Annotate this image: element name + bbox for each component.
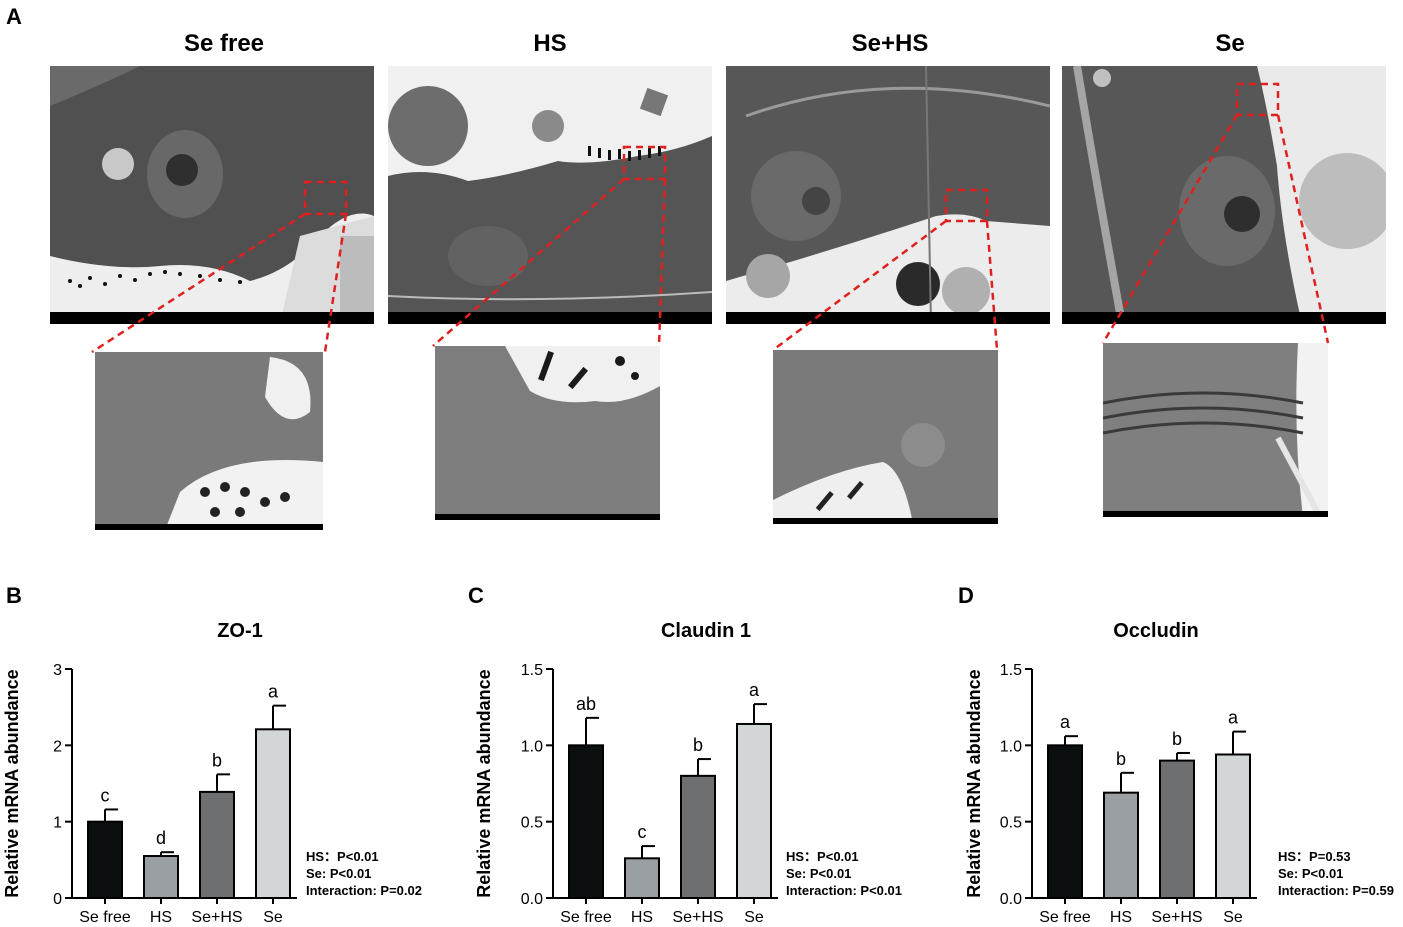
- chart-1-title: Claudin 1: [661, 620, 751, 642]
- tem-zoom-se-free: [95, 352, 323, 530]
- chart-1-letter-1: c: [638, 822, 647, 842]
- panel-letter-a: A: [6, 4, 22, 29]
- tem-title-se-free: Se free: [183, 30, 265, 57]
- chart-0-xtick-label-0: Se free: [79, 909, 131, 926]
- chart-0-letter-1: d: [156, 828, 166, 848]
- chart-2-xtick-label-3: Se: [1223, 909, 1243, 926]
- chart-1-stat-1: Se: P<0.01: [786, 866, 851, 881]
- chart-0-bar-1: [143, 855, 179, 899]
- chart-1-xtick-label-2: Se+HS: [672, 909, 723, 926]
- chart-1-ytick-label-0: 0.0: [521, 891, 543, 908]
- chart-2-title: Occludin: [1113, 620, 1199, 642]
- chart-2-bar-0: [1047, 744, 1083, 899]
- chart-0-ytick-label-1: 1: [53, 815, 62, 832]
- chart-1-stat-2: Interaction: P<0.01: [786, 883, 902, 898]
- chart-0-letter-0: c: [101, 785, 110, 805]
- chart-0-ytick-label-2: 2: [53, 738, 62, 755]
- tem-title-hs: HS: [533, 30, 567, 57]
- chart-1-xtick-label-3: Se: [744, 909, 764, 926]
- chart-0-bar-0: [87, 820, 123, 900]
- chart-0-xtick-label-1: HS: [150, 909, 172, 926]
- chart-2-xtick-label-1: HS: [1110, 909, 1132, 926]
- chart-0-bar-2: [199, 790, 235, 899]
- chart-2-stat-1: Se: P<0.01: [1278, 866, 1343, 881]
- chart-0-stat-2: Interaction: P=0.02: [306, 883, 422, 898]
- chart-2-xtick-label-0: Se free: [1039, 909, 1091, 926]
- chart-0-xtick-label-3: Se: [263, 909, 283, 926]
- chart-2-xtick-label-2: Se+HS: [1151, 909, 1202, 926]
- chart-2-stat-0: HS：P=0.53: [1278, 849, 1351, 864]
- tem-zoom-se: [1103, 343, 1328, 517]
- tem-zoom-hs: [435, 346, 660, 520]
- chart-1-ytick-label-1: 0.5: [521, 815, 543, 832]
- chart-2-bar-3: [1215, 753, 1251, 900]
- chart-1-xtick-label-0: Se free: [560, 909, 612, 926]
- chart-0-letter-3: a: [268, 682, 279, 702]
- panel-letter-c: C: [468, 583, 484, 608]
- chart-1-ytick-label-3: 1.5: [521, 662, 543, 679]
- chart-2-bar-1: [1103, 791, 1139, 899]
- chart-1-bar-3: [736, 722, 772, 900]
- chart-2-ytick-label-2: 1.0: [1000, 738, 1022, 755]
- chart-0-letter-2: b: [212, 750, 222, 770]
- chart-1-bar-0: [568, 744, 604, 899]
- panel-letter-d: D: [958, 583, 974, 608]
- chart-1-letter-2: b: [693, 735, 703, 755]
- chart-1-xtick-label-1: HS: [631, 909, 653, 926]
- chart-2-bar-2: [1159, 759, 1195, 899]
- chart-1-bar-1: [624, 857, 660, 899]
- chart-2-ytick-label-1: 0.5: [1000, 815, 1022, 832]
- chart-0-ylabel: Relative mRNA abundance: [2, 669, 22, 897]
- chart-0-bar-3: [255, 728, 291, 900]
- chart-1-bar-2: [680, 774, 716, 899]
- chart-1-stat-0: HS：P<0.01: [786, 849, 859, 864]
- panel-letter-b: B: [6, 583, 22, 608]
- chart-2-letter-3: a: [1228, 708, 1239, 728]
- chart-2-ytick-label-3: 1.5: [1000, 662, 1022, 679]
- tem-title-se-hs: Se+HS: [851, 30, 929, 57]
- chart-1-letter-3: a: [749, 680, 760, 700]
- chart-0-ytick-label-3: 3: [53, 662, 62, 679]
- chart-2-ytick-label-0: 0.0: [1000, 891, 1022, 908]
- chart-1-ylabel: Relative mRNA abundance: [474, 669, 494, 897]
- tem-title-se: Se: [1215, 30, 1245, 57]
- chart-2-stat-2: Interaction: P=0.59: [1278, 883, 1394, 898]
- chart-2-ylabel: Relative mRNA abundance: [964, 669, 984, 897]
- tem-zoom-se-hs: [773, 350, 998, 524]
- chart-0-stat-0: HS：P<0.01: [306, 849, 379, 864]
- chart-1-letter-0: ab: [576, 694, 596, 714]
- chart-0-xtick-label-2: Se+HS: [191, 909, 242, 926]
- chart-2-letter-0: a: [1060, 712, 1071, 732]
- chart-0-stat-1: Se: P<0.01: [306, 866, 371, 881]
- chart-0-title: ZO-1: [217, 620, 263, 642]
- chart-2-letter-2: b: [1172, 729, 1182, 749]
- chart-1-ytick-label-2: 1.0: [521, 738, 543, 755]
- chart-0-ytick-label-0: 0: [53, 891, 62, 908]
- chart-2-letter-1: b: [1116, 749, 1126, 769]
